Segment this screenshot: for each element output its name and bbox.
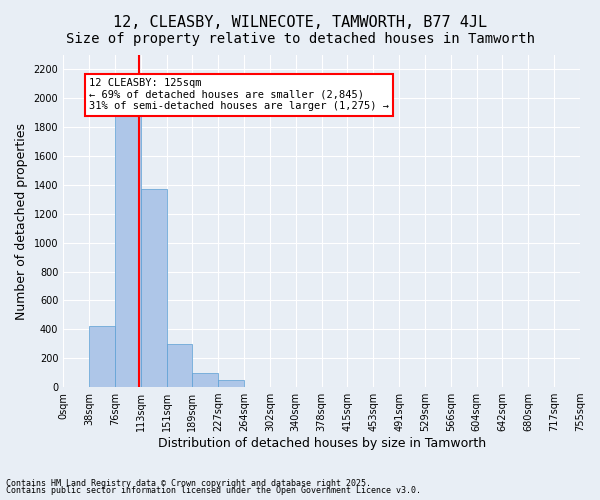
Bar <box>167 344 193 387</box>
Text: Contains HM Land Registry data © Crown copyright and database right 2025.: Contains HM Land Registry data © Crown c… <box>6 478 371 488</box>
Text: 12 CLEASBY: 125sqm
← 69% of detached houses are smaller (2,845)
31% of semi-deta: 12 CLEASBY: 125sqm ← 69% of detached hou… <box>89 78 389 112</box>
Bar <box>218 380 244 387</box>
Bar <box>115 113 140 387</box>
Text: 12, CLEASBY, WILNECOTE, TAMWORTH, B77 4JL: 12, CLEASBY, WILNECOTE, TAMWORTH, B77 4J… <box>113 15 487 30</box>
Bar <box>89 326 115 387</box>
Text: Size of property relative to detached houses in Tamworth: Size of property relative to detached ho… <box>65 32 535 46</box>
Bar <box>140 188 167 387</box>
Bar <box>193 372 218 387</box>
Text: Contains public sector information licensed under the Open Government Licence v3: Contains public sector information licen… <box>6 486 421 495</box>
X-axis label: Distribution of detached houses by size in Tamworth: Distribution of detached houses by size … <box>158 437 485 450</box>
Y-axis label: Number of detached properties: Number of detached properties <box>15 122 28 320</box>
